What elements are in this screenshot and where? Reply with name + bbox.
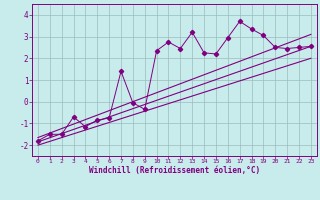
X-axis label: Windchill (Refroidissement éolien,°C): Windchill (Refroidissement éolien,°C): [89, 166, 260, 175]
